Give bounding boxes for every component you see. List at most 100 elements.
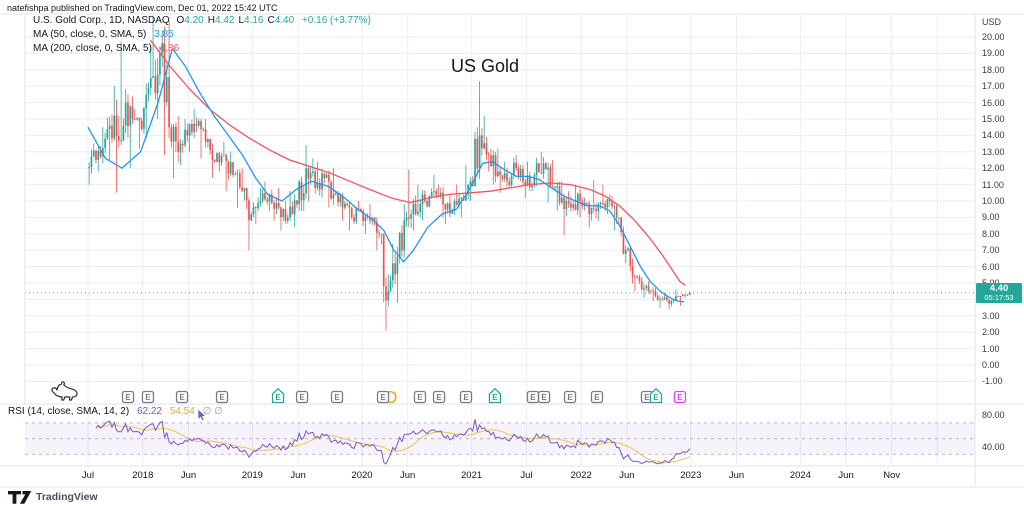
legend-ma50-row[interactable]: MA (50, close, 0, SMA, 5) 3.85 [33, 28, 371, 42]
time-tick-2023-2023: 2023 [680, 470, 702, 481]
text-drawing-us-gold[interactable]: US Gold [451, 56, 520, 76]
chart-legend: U.S. Gold Corp., 1D, NASDAQ O4.20 H4.42 L4… [33, 14, 371, 56]
pane-borders [0, 13, 1024, 488]
price-tick-17.00: 17.00 [982, 81, 1005, 92]
price-tick-6.00: 6.00 [982, 261, 1000, 272]
time-tick-2022-2022: 2022 [570, 470, 592, 481]
price-tick-11.00: 11.00 [982, 179, 1004, 190]
event-badge-square[interactable]: E [432, 390, 446, 404]
time-tick-Jul-2017.5: Jul [81, 470, 95, 481]
svg-text:E: E [567, 393, 573, 402]
price-tick-14.00: 14.00 [982, 130, 1005, 141]
price-tick--1.00: -1.00 [982, 376, 1003, 387]
mouse-cursor [197, 408, 207, 422]
price-tick-8.00: 8.00 [982, 228, 1000, 239]
svg-text:E: E [677, 393, 683, 402]
ohlc-value-L: 4.16 [244, 15, 264, 26]
time-tick-2018-2018: 2018 [132, 470, 154, 481]
price-tick-7.00: 7.00 [982, 245, 1000, 256]
price-tick-12.00: 12.00 [982, 163, 1005, 174]
price-tick-5.00: 5.00 [982, 278, 1000, 288]
svg-text:E: E [463, 393, 469, 402]
event-badge-square[interactable]: E [215, 390, 229, 404]
event-badge-square[interactable]: E [640, 390, 654, 404]
rsi-ma-value: 54.54 [169, 406, 195, 417]
tradingview-brand-text[interactable]: TradingView [36, 491, 98, 503]
price-tick-3.00: 3.00 [982, 310, 1000, 321]
svg-text:E: E [644, 393, 650, 402]
event-badge-house[interactable]: E [488, 387, 502, 404]
rsi-legend-row[interactable]: RSI (14, close, SMA, 14, 2) 62.22 54.54 … [8, 406, 223, 417]
price-axis-currency: USD [982, 17, 1002, 27]
last-price-value: 4.40 [989, 283, 1009, 295]
price-tick-19.00: 19.00 [982, 48, 1005, 59]
svg-text:E: E [436, 393, 442, 402]
candlestick-series [88, 15, 691, 331]
svg-text:E: E [594, 393, 600, 402]
svg-text:E: E [145, 393, 151, 402]
legend-ma200-row[interactable]: MA (200, close, 0, SMA, 5) 4.86 [33, 42, 371, 56]
ohlc-value-O: 4.20 [184, 15, 204, 26]
event-badge-pink[interactable]: E [673, 390, 687, 404]
rsi-value: 62.22 [136, 406, 162, 417]
time-tick-2019-2019: 2019 [241, 470, 263, 481]
svg-text:E: E [417, 393, 423, 402]
svg-text:E: E [334, 393, 340, 402]
svg-text:E: E [492, 393, 498, 402]
time-tick-2020-2020: 2020 [351, 470, 373, 481]
price-tick-18.00: 18.00 [982, 64, 1005, 75]
price-tick-0.00: 0.00 [982, 360, 1000, 370]
rsi-band [25, 422, 975, 455]
symbol-title: U.S. Gold Corp., 1D, NASDAQ [33, 15, 170, 26]
rsi-hidden-plots: ∅ ∅ [202, 406, 223, 417]
event-badge-square[interactable]: E [590, 390, 604, 404]
tradingview-logo[interactable] [8, 491, 32, 504]
time-tick-2021-2021: 2021 [461, 470, 483, 481]
time-tick-Jun-2020.417: Jun [400, 470, 416, 481]
ohlc-letter-L: L [238, 15, 245, 26]
ma50-line [87, 47, 685, 303]
price-tick-2.00: 2.00 [982, 327, 1000, 338]
time-tick-2024-2024: 2024 [789, 470, 811, 481]
event-badge-square[interactable]: E [459, 390, 473, 404]
event-badge-square[interactable]: E [295, 390, 309, 404]
event-badge-square[interactable]: E [121, 390, 135, 404]
event-badge-house[interactable]: E [271, 387, 285, 404]
event-badge-square[interactable]: E [175, 390, 189, 404]
event-badge-square[interactable]: E [376, 390, 397, 404]
price-tick-13.00: 13.00 [982, 146, 1005, 157]
event-badge-square[interactable]: E [563, 390, 577, 404]
ohlc-values: O4.20 H4.42 L4.16 C4.40 [173, 15, 295, 26]
price-change: +0.16 (+3.77%) [301, 15, 371, 26]
svg-text:E: E [541, 393, 547, 402]
ohlc-letter-C: C [267, 15, 275, 26]
svg-text:E: E [380, 393, 386, 402]
svg-text:E: E [125, 393, 131, 402]
time-tick-Jun-2018.417: Jun [180, 470, 197, 481]
event-badge-square[interactable]: E [413, 390, 427, 404]
svg-text:E: E [530, 393, 536, 402]
event-badge-square[interactable]: E [526, 390, 540, 404]
time-tick-Jun-2022.417: Jun [619, 470, 635, 481]
ohlc-value-H: 4.42 [214, 15, 235, 26]
ohlc-letter-H: H [207, 15, 215, 26]
ma50-value: 3.85 [154, 29, 174, 40]
gridlines [25, 14, 975, 466]
event-badge-square[interactable]: E [330, 390, 344, 404]
ohlc-value-C: 4.40 [274, 15, 295, 26]
svg-text:E: E [299, 393, 305, 402]
legend-symbol-row[interactable]: U.S. Gold Corp., 1D, NASDAQ O4.20 H4.42 L4… [33, 14, 371, 28]
price-tick-1.00: 1.00 [982, 343, 1000, 354]
event-badge-square[interactable]: E [141, 390, 155, 404]
price-tick-16.00: 16.00 [982, 97, 1005, 108]
time-tick-Jun-2024.417: Jun [838, 470, 854, 481]
attribution-text: natefishpa published on TradingView.com,… [7, 3, 278, 13]
dinosaur-sticker[interactable] [51, 381, 78, 401]
event-badge-house[interactable]: E [649, 387, 663, 404]
ma200-value: 4.86 [159, 43, 180, 54]
event-badge-square[interactable]: E [537, 390, 551, 404]
ma200-line [149, 39, 686, 286]
time-tick-Jun-2019.417: Jun [290, 470, 306, 481]
